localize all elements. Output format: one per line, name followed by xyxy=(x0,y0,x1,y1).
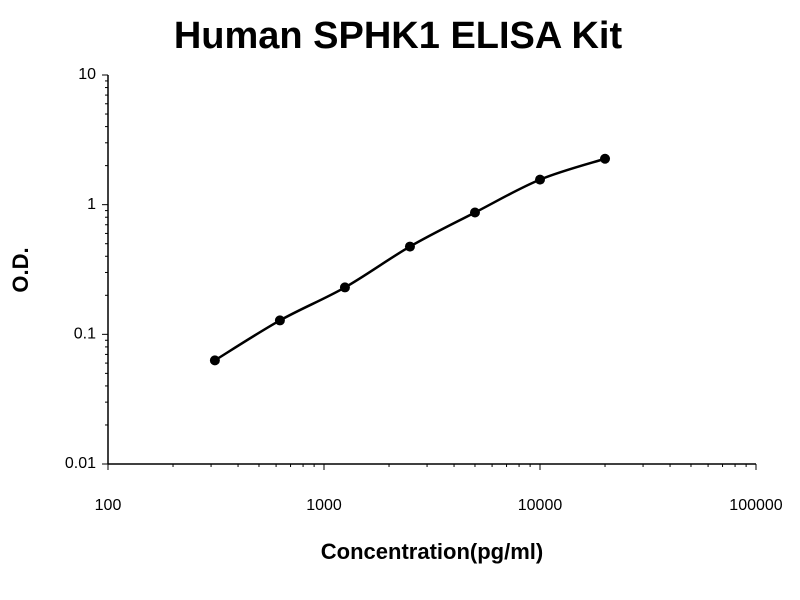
y-tick-label: 10 xyxy=(78,66,96,83)
x-axis-label: Concentration(pg/ml) xyxy=(321,539,543,564)
data-point xyxy=(274,315,285,326)
data-point xyxy=(600,153,611,164)
x-tick-label: 100000 xyxy=(729,497,782,514)
data-point xyxy=(339,282,350,293)
y-tick-label: 0.01 xyxy=(65,455,96,472)
y-tick-label: 1 xyxy=(87,196,96,213)
data-point xyxy=(535,174,545,185)
x-tick-label: 10000 xyxy=(518,497,563,514)
x-tick-label: 100 xyxy=(95,497,122,514)
data-point xyxy=(469,207,480,218)
x-tick-label: 1000 xyxy=(306,497,342,514)
y-tick-label: 0.1 xyxy=(74,326,96,343)
chart-title: Human SPHK1 ELISA Kit xyxy=(174,15,623,57)
y-axis-label: O.D. xyxy=(8,247,33,292)
fit-curve xyxy=(214,157,606,362)
data-point xyxy=(209,355,220,366)
data-point xyxy=(404,241,415,252)
